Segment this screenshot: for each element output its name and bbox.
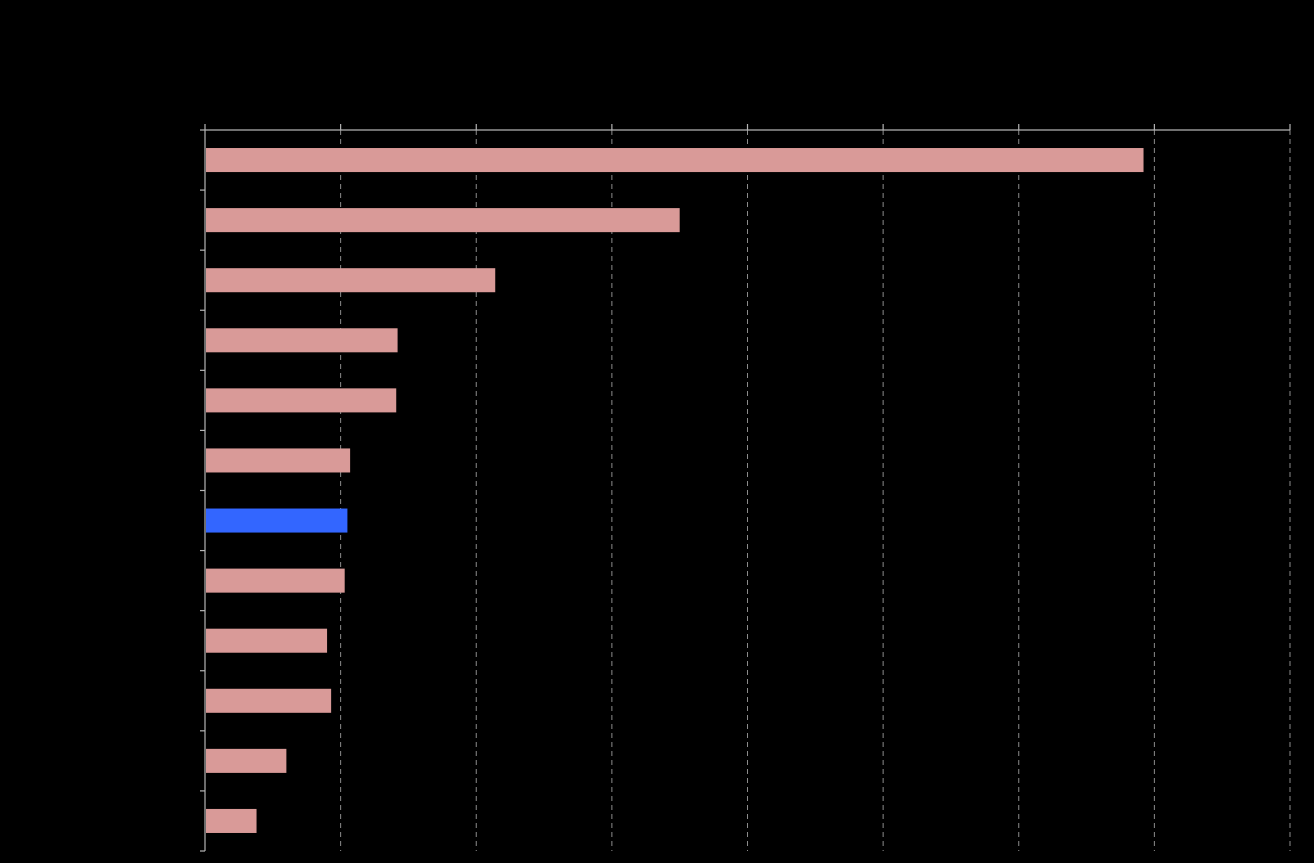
bar — [206, 388, 397, 413]
bar — [206, 148, 1144, 173]
bar — [206, 628, 328, 653]
grid-layer — [340, 130, 1291, 851]
axis-layer — [200, 124, 1291, 852]
bar — [206, 448, 351, 473]
bar-highlighted — [206, 508, 348, 533]
bar — [206, 688, 332, 713]
bar-layer — [206, 148, 1144, 833]
bar — [206, 748, 287, 773]
bar — [206, 808, 257, 833]
bar — [206, 208, 680, 233]
bar — [206, 568, 345, 593]
bar — [206, 328, 398, 353]
bar — [206, 268, 496, 293]
